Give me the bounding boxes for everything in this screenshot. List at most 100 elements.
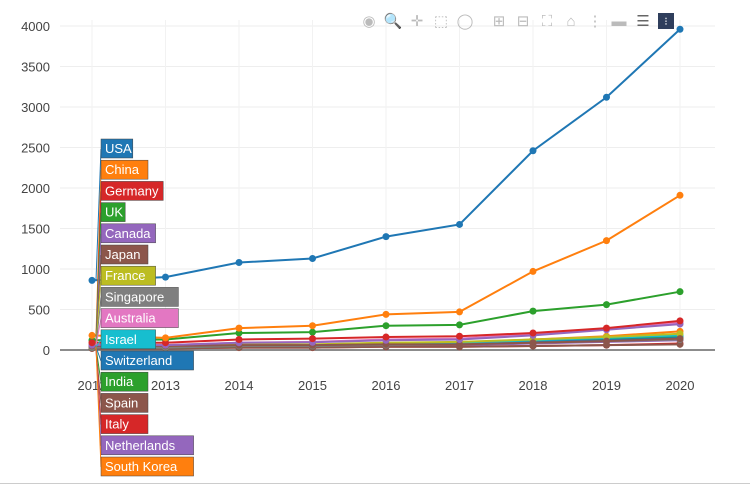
- data-point: [456, 332, 463, 340]
- data-point: [676, 25, 684, 33]
- series-germany: [88, 317, 684, 347]
- data-point: [309, 335, 316, 343]
- data-point: [676, 340, 684, 348]
- hover-closest-icon[interactable]: ▬: [611, 12, 627, 30]
- y-tick-label: 2500: [21, 141, 50, 156]
- hover-label-text: Netherlands: [105, 438, 176, 453]
- data-point: [603, 337, 610, 345]
- hover-label-text: Israel: [105, 332, 137, 347]
- y-tick-label: 0: [43, 343, 50, 358]
- spike-lines-icon[interactable]: ⋮: [587, 13, 603, 30]
- series-usa: [88, 25, 684, 284]
- hover-label-box: [100, 181, 164, 201]
- hover-label-india: India: [95, 347, 149, 392]
- hover-label-box: [100, 138, 134, 159]
- divider: [0, 483, 750, 484]
- hover-compare-icon[interactable]: ☰: [636, 13, 650, 30]
- hover-label-box: [100, 287, 179, 307]
- hover-label-text: India: [105, 374, 134, 389]
- series-lines: [88, 25, 684, 352]
- hover-label-box: [100, 308, 179, 328]
- hover-label-text: Switzerland: [105, 353, 172, 368]
- data-point: [456, 308, 463, 316]
- hover-label-france: France: [95, 265, 156, 346]
- hover-label-box: [100, 371, 149, 392]
- data-point: [603, 93, 610, 101]
- hover-label-usa: USA: [95, 138, 134, 281]
- zoom-out-icon[interactable]: ⊟: [516, 13, 530, 30]
- hover-label-text: Spain: [105, 395, 138, 410]
- data-point: [309, 322, 316, 330]
- reset-axes-icon[interactable]: ⌂: [566, 12, 576, 30]
- pan-icon[interactable]: ✛: [410, 13, 424, 30]
- x-tick-label: 2019: [592, 378, 621, 393]
- box-select-icon[interactable]: ⬚: [433, 13, 449, 30]
- y-tick-label: 3500: [21, 60, 50, 75]
- hover-label-box: [100, 435, 194, 456]
- data-point: [162, 334, 169, 342]
- hover-label-box: [100, 202, 126, 222]
- hover-label-box: [100, 265, 156, 286]
- data-point: [676, 317, 684, 325]
- hover-label-text: China: [105, 162, 140, 177]
- data-point: [382, 310, 390, 318]
- zoom-in-icon[interactable]: ⊞: [492, 13, 506, 30]
- hover-label-box: [100, 329, 156, 350]
- hover-label-netherlands: Netherlands: [95, 347, 194, 456]
- data-point: [603, 324, 610, 332]
- data-point: [676, 288, 684, 296]
- modebar: ◉ 🔍 ✛ ⬚ ◯ ⊞ ⊟ ⛶ ⌂ ⋮ ▬ ☰ ⁝: [360, 12, 674, 30]
- data-point: [529, 329, 537, 337]
- y-tick-label: 1500: [21, 222, 50, 237]
- zoom-icon[interactable]: 🔍: [383, 13, 403, 30]
- data-point: [162, 273, 169, 281]
- data-point: [603, 237, 610, 245]
- hover-label-italy: Italy: [95, 348, 149, 434]
- hover-label-singapore: Singapore: [95, 287, 179, 348]
- hover-label-text: Singapore: [105, 289, 164, 304]
- y-tick-label: 3000: [21, 100, 50, 115]
- plotly-logo-icon[interactable]: ⁝: [658, 13, 674, 29]
- hover-label-text: South Korea: [105, 459, 178, 474]
- hover-label-box: [100, 393, 149, 413]
- data-point: [382, 333, 390, 341]
- lasso-icon[interactable]: ◯: [456, 13, 474, 30]
- data-point: [603, 301, 610, 309]
- data-point: [456, 220, 463, 228]
- y-axis: 0 500 1000 1500 2000 2500 3000 3500 4000: [21, 19, 50, 358]
- data-point: [676, 335, 684, 343]
- data-point: [88, 339, 96, 347]
- data-point: [88, 331, 96, 339]
- hover-label-box: [100, 350, 194, 371]
- data-point: [456, 340, 463, 348]
- x-tick-label: 2015: [298, 378, 327, 393]
- x-tick-label: 2013: [151, 378, 180, 393]
- data-point: [309, 328, 316, 336]
- autoscale-icon[interactable]: ⛶: [541, 12, 553, 30]
- x-axis: 2012 2013 2014 2015 2016 2017 2018 2019 2020: [78, 378, 695, 393]
- data-point: [235, 259, 243, 267]
- hover-label-switzerland: Switzerland: [95, 346, 194, 371]
- hover-label-text: Canada: [105, 226, 151, 241]
- hover-pointer: [95, 339, 102, 348]
- data-point: [529, 307, 537, 315]
- y-tick-label: 4000: [21, 19, 50, 34]
- data-point: [162, 339, 169, 347]
- x-tick-label: 2020: [666, 378, 695, 393]
- hover-label-text: Germany: [105, 183, 159, 198]
- series-china: [88, 191, 684, 342]
- hover-pointer: [95, 346, 102, 468]
- hover-label-text: Italy: [105, 417, 129, 432]
- hover-pointer: [95, 346, 102, 362]
- x-tick-label: 2016: [372, 378, 401, 393]
- hover-pointer: [95, 148, 102, 281]
- data-point: [529, 147, 537, 155]
- y-tick-label: 2000: [21, 181, 50, 196]
- data-point: [88, 276, 96, 284]
- camera-icon[interactable]: ◉: [362, 13, 376, 30]
- hover-label-text: Japan: [105, 247, 140, 262]
- hover-label-text: France: [105, 268, 145, 283]
- hover-label-israel: Israel: [95, 329, 156, 350]
- data-point: [382, 322, 390, 330]
